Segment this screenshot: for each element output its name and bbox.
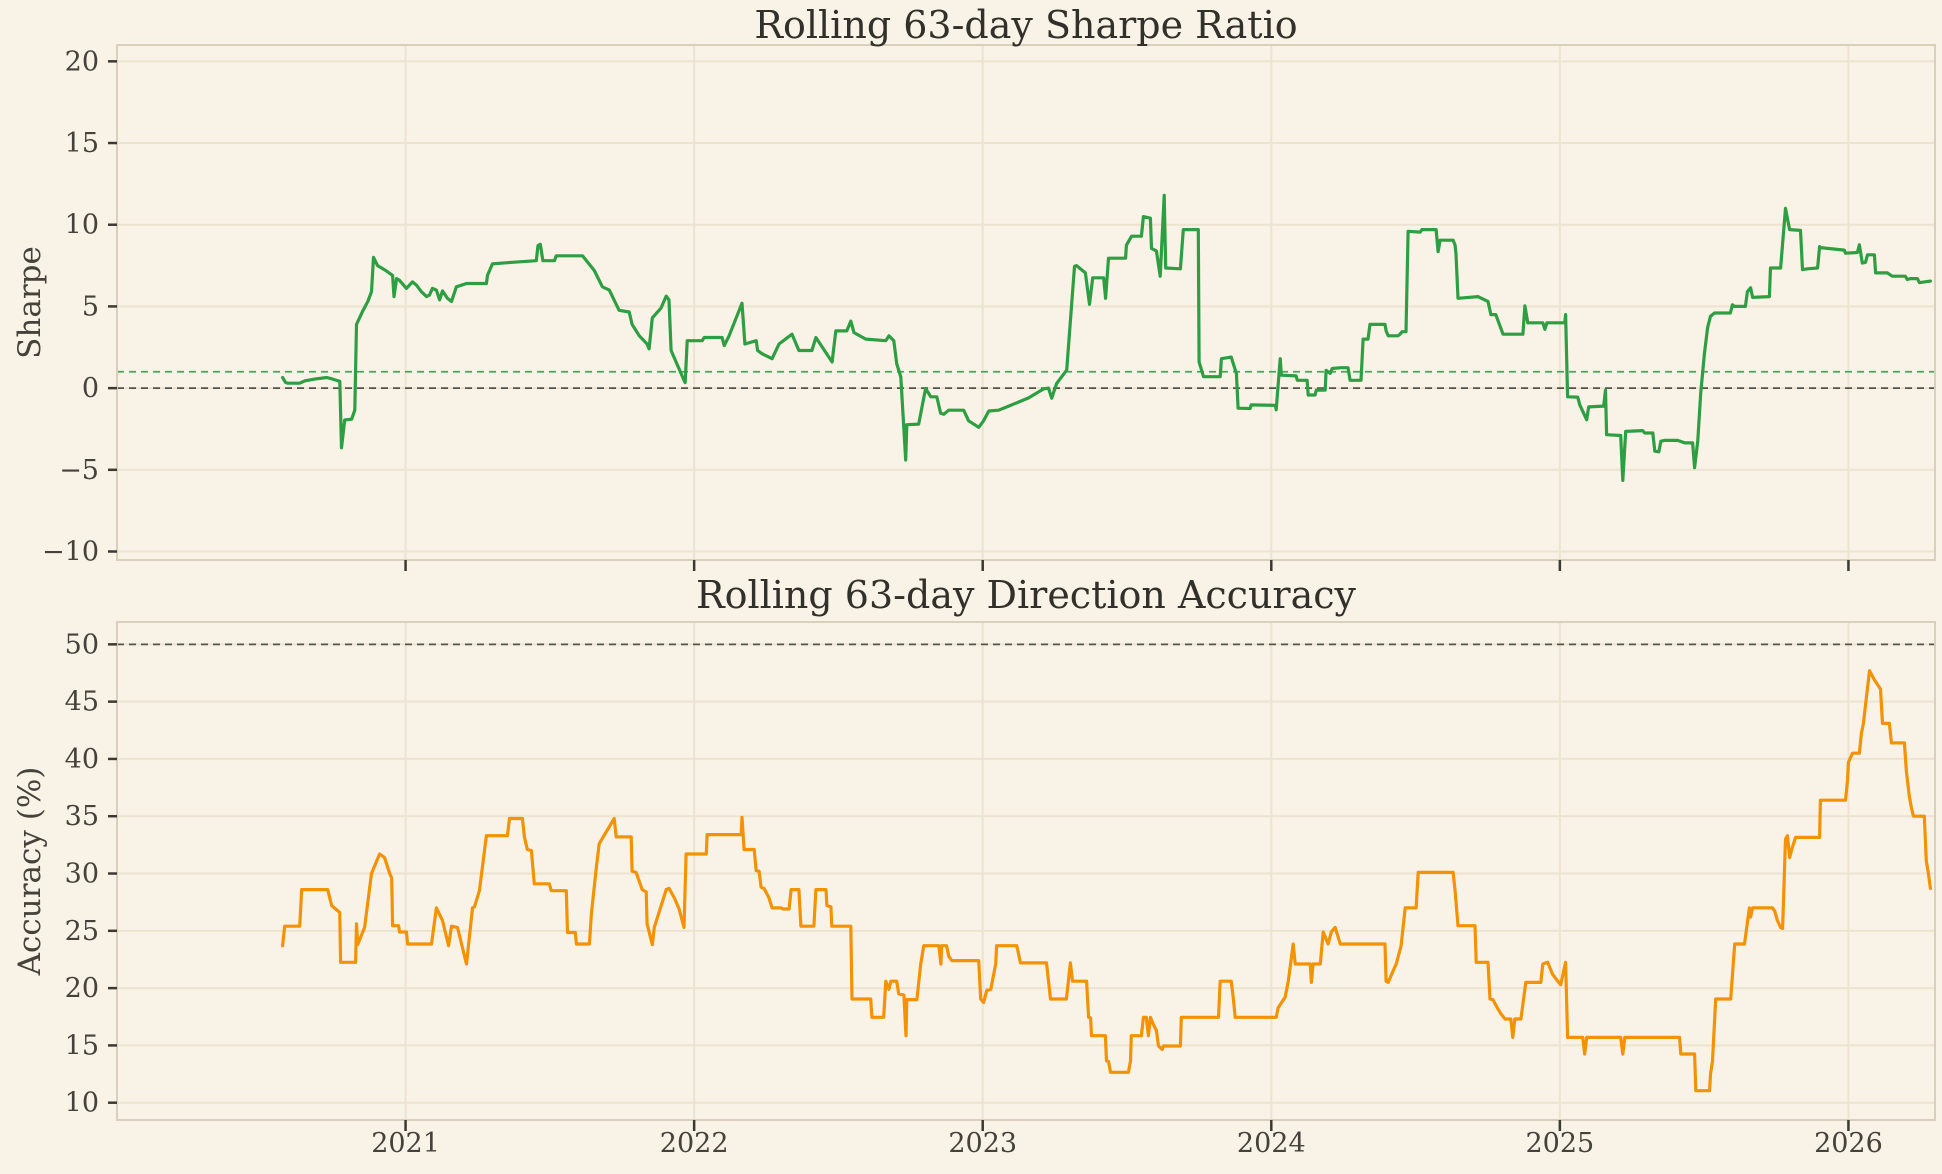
x-tick-label: 2023 [948, 1128, 1017, 1159]
x-tick-label: 2026 [1814, 1128, 1883, 1159]
y-tick-label: 35 [65, 801, 99, 832]
y-tick-label: 45 [65, 687, 99, 718]
y-tick-label: −10 [42, 537, 99, 568]
y-tick-label: 25 [65, 916, 99, 947]
y-tick-label: 5 [82, 291, 99, 322]
sharpe-line [281, 193, 1933, 482]
x-tick-label: 2025 [1525, 1128, 1594, 1159]
axis-ticks [108, 60, 1850, 571]
x-tick-label: 2021 [371, 1128, 440, 1159]
y-tick-labels: 50 45 40 35 30 25 20 15 10 [65, 629, 99, 1118]
accuracy-line [281, 669, 1933, 1093]
chart-title: Rolling 63-day Sharpe Ratio [754, 3, 1297, 47]
y-tick-label: 15 [65, 128, 99, 159]
reference-lines [117, 370, 1935, 390]
y-tick-label: 40 [65, 744, 99, 775]
y-tick-label: 10 [65, 1088, 99, 1119]
x-tick-labels: 2021 2022 2023 2024 2025 2026 [371, 1128, 1883, 1159]
y-tick-label: 0 [82, 373, 99, 404]
y-tick-label: 50 [65, 629, 99, 660]
y-tick-label: 20 [65, 46, 99, 77]
y-axis-label: Sharpe [12, 246, 48, 359]
chart-title: Rolling 63-day Direction Accuracy [696, 573, 1357, 617]
y-axis-label: Accuracy (%) [12, 767, 48, 977]
y-tick-label: −5 [59, 455, 99, 486]
y-tick-label: 10 [65, 210, 99, 241]
y-tick-label: 20 [65, 973, 99, 1004]
y-tick-labels: 20 15 10 5 0 −5 −10 [42, 46, 99, 567]
y-tick-label: 15 [65, 1030, 99, 1061]
plot-frame [116, 44, 1936, 561]
gridlines [117, 45, 1935, 560]
y-tick-label: 30 [65, 859, 99, 890]
gridlines [117, 622, 1935, 1120]
x-tick-label: 2022 [660, 1128, 729, 1159]
x-tick-label: 2024 [1237, 1128, 1306, 1159]
plot-frame [116, 621, 1936, 1121]
sharpe-chart: 20 15 10 5 0 −5 −10 Rolling 63-day Sharpe Rati… [12, 3, 1936, 571]
axis-ticks [108, 643, 1850, 1131]
